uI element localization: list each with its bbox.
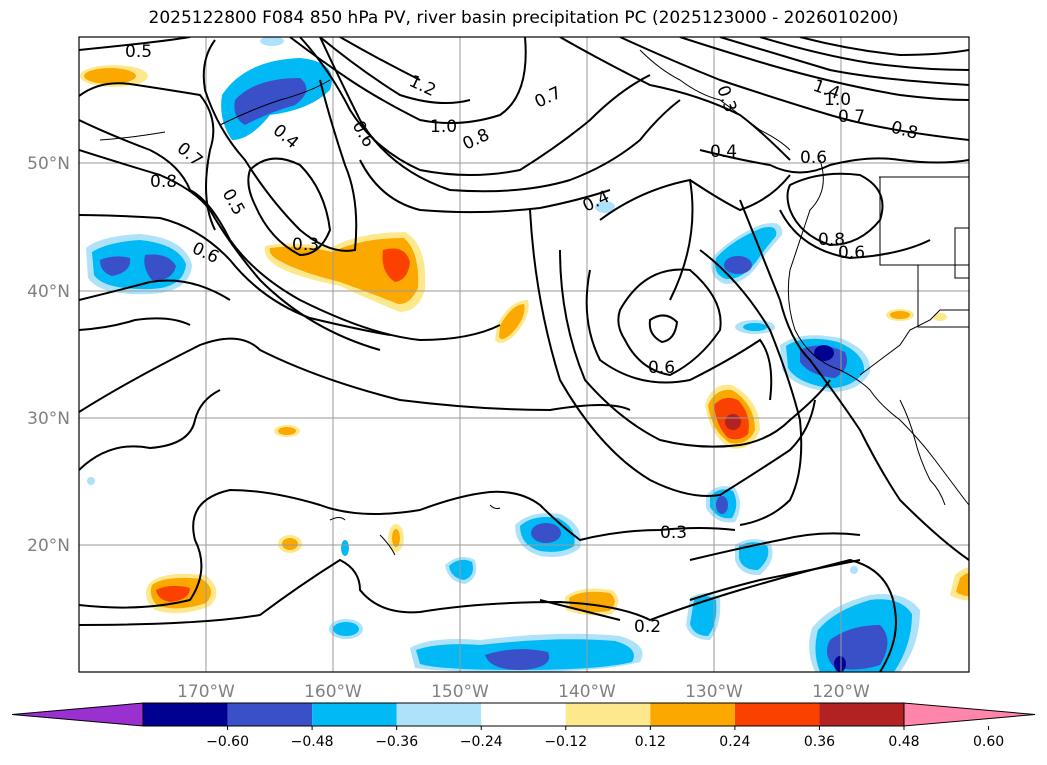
lon-label: 130°W: [685, 682, 743, 702]
colorbar-swatch: [565, 703, 651, 726]
contour-label: 0.6: [800, 148, 827, 168]
colorbar-tick-label: −0.60: [206, 734, 249, 750]
colorbar-tick-label: −0.12: [544, 734, 587, 750]
colorbar-swatch: [143, 703, 228, 726]
map-title: 2025122800 F084 850 hPa PV, river basin …: [148, 8, 899, 28]
lon-label: 120°W: [812, 682, 870, 702]
lon-label: 160°W: [304, 682, 362, 702]
colorbar-tick-label: −0.48: [291, 734, 334, 750]
contour-label: 0.7: [838, 107, 865, 127]
contour-label: 0.5: [125, 42, 152, 62]
contour-label: 0.4: [710, 142, 737, 162]
contour-label: 0.6: [838, 243, 865, 263]
lat-label: 50°N: [27, 154, 70, 174]
colorbar-tick-label: −0.24: [460, 734, 503, 750]
colorbar-border: [142, 702, 905, 727]
contour-label: 1.0: [824, 90, 851, 110]
contour-label: 0.8: [150, 172, 177, 192]
colorbar-swatch: [312, 703, 397, 726]
coastlines: [99, 49, 969, 556]
precip-shading: [80, 37, 969, 672]
lat-label: 20°N: [27, 536, 70, 556]
contour-label: 1.0: [430, 117, 457, 137]
contour-label: 0.6: [648, 358, 675, 378]
colorbar-swatch: [650, 703, 735, 726]
lon-label: 170°W: [177, 682, 235, 702]
contour-label: 0.2: [634, 617, 661, 637]
latitude-labels: 50°N 40°N 30°N 20°N: [27, 154, 70, 556]
colorbar-swatch: [396, 703, 482, 726]
colorbar-tick-label: 0.12: [635, 734, 666, 750]
lon-label: 150°W: [431, 682, 489, 702]
colorbar-extend-low: [11, 702, 144, 727]
pv-contours: [79, 37, 969, 672]
contour-label: 0.3: [660, 523, 687, 543]
colorbar-tick-label: 0.60: [973, 734, 1004, 750]
colorbar-swatch: [481, 703, 566, 726]
lon-label: 140°W: [558, 682, 616, 702]
lat-label: 30°N: [27, 409, 70, 429]
colorbar-swatch: [227, 703, 313, 726]
lat-label: 40°N: [27, 282, 70, 302]
graticule: [79, 37, 969, 672]
colorbar-tick-label: 0.36: [804, 734, 835, 750]
contour-label: 0.8: [818, 230, 845, 250]
colorbar-swatch: [819, 703, 904, 726]
colorbar-extend-high: [903, 702, 1036, 727]
colorbar-tick-label: 0.24: [719, 734, 750, 750]
map-frame: [78, 36, 970, 673]
colorbar-tick-label: −0.36: [375, 734, 418, 750]
colorbar-tick-label: 0.48: [888, 734, 919, 750]
longitude-labels: 170°W 160°W 150°W 140°W 130°W 120°W: [177, 682, 870, 702]
colorbar-swatch: [734, 703, 820, 726]
colorbar: −0.60 −0.48 −0.36 −0.24 −0.12 0.12 0.24 0.36 0.4…: [11, 702, 1036, 750]
contour-label: 0.3: [292, 235, 319, 255]
